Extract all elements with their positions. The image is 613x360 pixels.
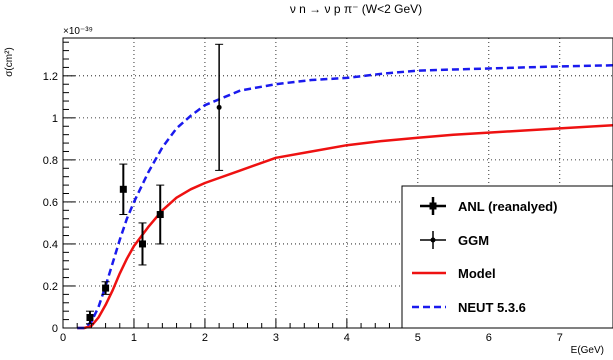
x-axis-label: E(GeV) [571, 345, 604, 356]
y-tick-label: 0.4 [43, 239, 58, 251]
series-line-model [77, 123, 613, 330]
y-axis-label: σ(cm²) [4, 47, 15, 77]
y-tick-label: 1 [52, 113, 58, 125]
plot-frame [62, 37, 613, 329]
x-tick-label: 6 [486, 332, 492, 344]
legend-entry-anl: ANL (reanalyed) [420, 197, 557, 215]
legend-entry-ggm: GGM [420, 231, 489, 249]
y-tick-label: 0.6 [43, 197, 58, 209]
legend-box [401, 185, 613, 329]
y-exponent-label: ×10⁻³⁹ [63, 26, 93, 37]
legend-model-label: Model [458, 266, 496, 281]
y-tick-label: 0.8 [43, 155, 58, 167]
legend-ggm-label: GGM [458, 233, 489, 248]
data-point-square [138, 240, 146, 248]
data-points [85, 43, 224, 325]
data-point-square [119, 185, 127, 193]
legend-entry-neut: NEUT 5.3.6 [412, 300, 526, 315]
x-tick-label: 4 [344, 332, 350, 344]
legend-neut-label: NEUT 5.3.6 [458, 300, 526, 315]
x-tick-label: 3 [273, 332, 279, 344]
x-tick-label: 7 [557, 332, 563, 344]
legend-anl-label: ANL (reanalyed) [458, 199, 557, 214]
chart-title: ν n → ν p π⁻ (W<2 GeV) [290, 2, 422, 16]
legend-entry-model: Model [412, 266, 496, 281]
x-tick-label: 1 [131, 332, 137, 344]
legend-ggm-marker [430, 237, 436, 243]
legend-anl-marker [429, 202, 437, 210]
data-point-dot [216, 104, 222, 110]
data-point-square [156, 211, 164, 219]
x-tick-label: 0 [60, 332, 66, 344]
legend: ANL (reanalyed) GGM Model NEUT 5.3.6 [401, 185, 613, 329]
data-point-square [86, 313, 94, 321]
y-tick-label: 1.2 [43, 71, 58, 83]
x-tick-label: 2 [202, 332, 208, 344]
y-tick-label: 0.2 [43, 281, 58, 293]
y-tick-label: 0 [52, 323, 58, 335]
data-point-square [102, 284, 110, 292]
x-tick-label: 5 [415, 332, 421, 344]
